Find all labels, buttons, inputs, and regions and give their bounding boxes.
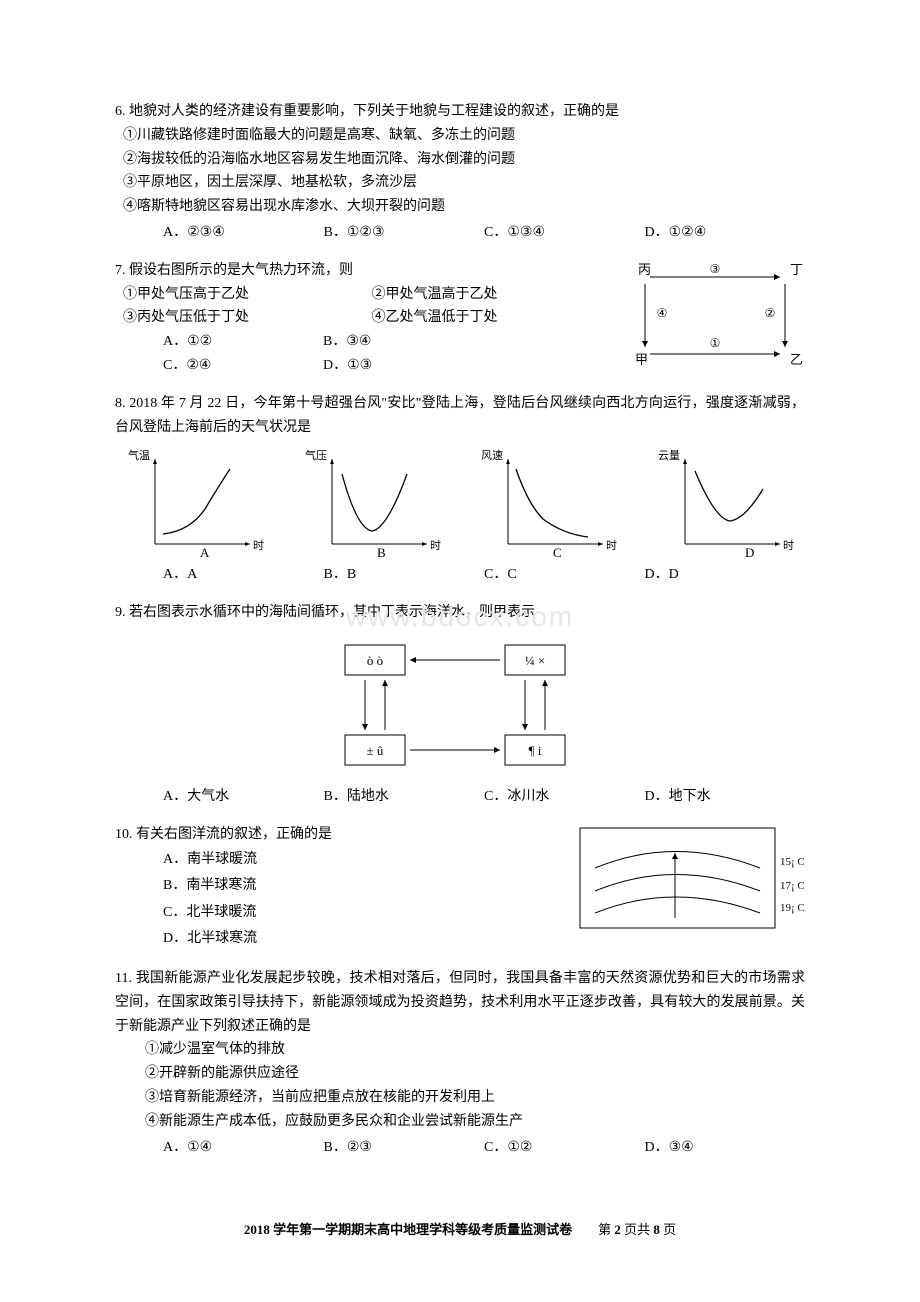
q11-stem: 11. 我国新能源产业化发展起步较晚，技术相对落后，但同时，我国具备丰富的天然资…: [115, 967, 805, 1038]
q11-opt-d: D．③④: [645, 1136, 806, 1160]
question-10: 10. 有关右图洋流的叙述，正确的是 A．南半球暖流 B．南半球寒流 C．北半球…: [115, 823, 805, 953]
q9-opt-c: C．冰川水: [484, 785, 645, 809]
q6-item-2: ②海拔较低的沿海临水地区容易发生地面沉降、海水倒灌的问题: [115, 148, 805, 172]
q6-stem: 6. 地貌对人类的经济建设有重要影响，下列关于地貌与工程建设的叙述，正确的是: [115, 100, 805, 124]
q6-item-1: ①川藏铁路修建时面临最大的问题是高寒、缺氧、多冻土的问题: [115, 124, 805, 148]
q6-options: A．②③④ B．①②③ C．①③④ D．①②④: [115, 221, 805, 245]
q11-item-3: ③培育新能源经济，当前应把重点放在核能的开发利用上: [115, 1086, 805, 1110]
q9-diagram: ò ò ¼ × ± û ¶ i: [320, 635, 600, 775]
q11-item-2: ②开辟新的能源供应途径: [115, 1062, 805, 1086]
q9-opt-a: A．大气水: [163, 785, 324, 809]
q8-chart-b: 气压 时间 B: [302, 449, 442, 559]
question-7: 7. 假设右图所示的是大气热力环流，则 ①甲处气压高于乙处 ②甲处气温高于乙处 …: [115, 259, 805, 378]
svg-text:± û: ± û: [367, 743, 384, 758]
question-11: 11. 我国新能源产业化发展起步较晚，技术相对落后，但同时，我国具备丰富的天然资…: [115, 967, 805, 1159]
q11-opt-a: A．①④: [163, 1136, 324, 1160]
svg-text:D: D: [745, 545, 754, 559]
q9-opt-d: D．地下水: [645, 785, 806, 809]
q8-opt-a: A．A: [163, 563, 324, 587]
q7-arrow-3-label: ③: [710, 262, 721, 276]
svg-text:气温: 气温: [128, 449, 150, 462]
q10-opt-d: D．北半球寒流: [163, 926, 575, 953]
q8-chart-a: 气温 时间 A: [125, 449, 265, 559]
svg-text:A: A: [200, 545, 210, 559]
q7-diagram: ③ ① ④ ② 丙 丁 甲 乙: [620, 259, 805, 369]
q10-options: A．南半球暖流 B．南半球寒流 C．北半球暖流 D．北半球寒流: [115, 847, 575, 953]
svg-text:¶ i: ¶ i: [529, 743, 542, 758]
q7-stem: 7. 假设右图所示的是大气热力环流，则: [115, 259, 620, 283]
q11-options: A．①④ B．②③ C．①② D．③④: [115, 1136, 805, 1160]
q7-arrow-1-label: ①: [710, 336, 721, 350]
svg-text:C: C: [553, 545, 562, 559]
q10-opt-c: C．北半球暖流: [163, 900, 575, 927]
q7-opt-b: B．③④: [323, 330, 371, 354]
q7-opt-a: A．①②: [163, 330, 323, 354]
q8-chart-d: 云量 时间 D: [655, 449, 795, 559]
svg-text:云量: 云量: [658, 449, 680, 462]
svg-text:¼ ×: ¼ ×: [525, 653, 545, 668]
q10-opt-a: A．南半球暖流: [163, 847, 575, 874]
svg-text:风速: 风速: [481, 449, 503, 462]
q6-item-4: ④喀斯特地貌区容易出现水库渗水、大坝开裂的问题: [115, 195, 805, 219]
q8-charts-row: 气温 时间 A 气压 时间 B 风速 时间: [115, 449, 805, 559]
q6-opt-b: B．①②③: [324, 221, 485, 245]
svg-text:17¡ C: 17¡ C: [780, 880, 805, 892]
q7-label-tr: 丁: [790, 262, 803, 277]
svg-text:ò ò: ò ò: [367, 653, 383, 668]
footer-title: 2018 学年第一学期期末高中地理学科等级考质量监测试卷: [244, 1222, 572, 1237]
question-9: www.bdocx.com 9. 若右图表示水循环中的海陆间循环，其中丁表示海洋…: [115, 601, 805, 809]
q7-options: A．①② B．③④ C．②④ D．①③: [115, 330, 620, 378]
q8-opt-d: D．D: [645, 563, 806, 587]
q8-options: A．A B．B C．C D．D: [115, 563, 805, 587]
q6-opt-d: D．①②④: [645, 221, 806, 245]
q6-opt-c: C．①③④: [484, 221, 645, 245]
q8-opt-c: C．C: [484, 563, 645, 587]
q7-sub-row1: ①甲处气压高于乙处 ②甲处气温高于乙处: [115, 283, 620, 307]
svg-text:时间: 时间: [430, 539, 442, 552]
q7-opt-c: C．②④: [163, 354, 323, 378]
svg-text:气压: 气压: [305, 449, 327, 462]
q7-label-br: 乙: [790, 352, 803, 367]
q7-label-bl: 甲: [635, 352, 648, 367]
q6-item-3: ③平原地区，因土层深厚、地基松软，多流沙层: [115, 171, 805, 195]
q11-item-1: ①减少温室气体的排放: [115, 1038, 805, 1062]
q7-opt-d: D．①③: [323, 354, 372, 378]
q9-options: A．大气水 B．陆地水 C．冰川水 D．地下水: [115, 785, 805, 809]
q8-opt-b: B．B: [324, 563, 485, 587]
q10-diagram: 15¡ C 17¡ C 19¡ C: [575, 823, 805, 953]
q11-item-4: ④新能源生产成本低，应鼓励更多民众和企业尝试新能源生产: [115, 1110, 805, 1134]
q8-stem: 8. 2018 年 7 月 22 日，今年第十号超强台风"安比"登陆上海，登陆后…: [115, 392, 805, 440]
question-8: 8. 2018 年 7 月 22 日，今年第十号超强台风"安比"登陆上海，登陆后…: [115, 392, 805, 587]
svg-text:15¡ C: 15¡ C: [780, 856, 805, 868]
q10-stem: 10. 有关右图洋流的叙述，正确的是: [115, 823, 575, 847]
q6-opt-a: A．②③④: [163, 221, 324, 245]
svg-text:B: B: [377, 545, 386, 559]
q8-chart-c: 风速 时间 C: [478, 449, 618, 559]
svg-text:时间: 时间: [783, 539, 795, 552]
q7-sub-row2: ③丙处气压低于丁处 ④乙处气温低于丁处: [115, 306, 620, 330]
question-6: 6. 地貌对人类的经济建设有重要影响，下列关于地貌与工程建设的叙述，正确的是 ①…: [115, 100, 805, 245]
svg-text:时间: 时间: [606, 539, 618, 552]
q9-opt-b: B．陆地水: [324, 785, 485, 809]
svg-text:19¡ C: 19¡ C: [780, 902, 805, 914]
q7-arrow-2-label: ②: [765, 306, 776, 320]
svg-text:时间: 时间: [253, 539, 265, 552]
page-footer: 2018 学年第一学期期末高中地理学科等级考质量监测试卷 第 2 页共 8 页: [115, 1219, 805, 1241]
q7-arrow-4-label: ④: [657, 306, 668, 320]
q11-opt-b: B．②③: [324, 1136, 485, 1160]
q11-opt-c: C．①②: [484, 1136, 645, 1160]
q9-stem: 9. 若右图表示水循环中的海陆间循环，其中丁表示海洋水，则甲表示: [115, 601, 805, 625]
q10-opt-b: B．南半球寒流: [163, 873, 575, 900]
q7-label-tl: 丙: [638, 262, 651, 277]
